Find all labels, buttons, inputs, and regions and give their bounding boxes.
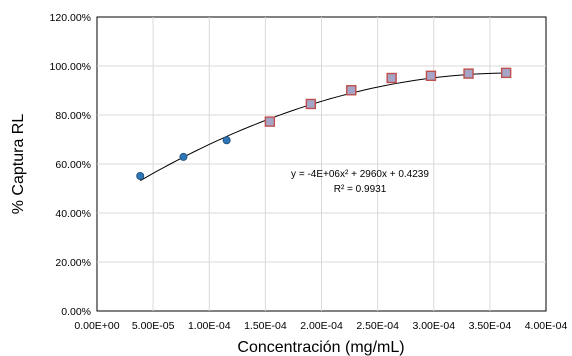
data-points xyxy=(136,67,512,181)
data-point-square xyxy=(264,116,276,127)
y-tick-label: 20.00% xyxy=(55,257,91,269)
x-tick-labels: 0.00E+00 5.00E-05 1.00E-04 1.50E-04 2.00E-04… xyxy=(74,320,567,332)
x-tick-label: 1.50E-04 xyxy=(244,320,287,332)
y-tick-label: 120.00% xyxy=(50,12,91,24)
trendline-equation: y = -4E+06x² + 2960x + 0.4239 xyxy=(291,169,429,180)
data-point-square xyxy=(425,70,437,82)
r-squared: R² = 0.9931 xyxy=(334,184,387,195)
x-tick-label: 4.00E-04 xyxy=(525,320,568,332)
horizontal-gridlines xyxy=(97,65,546,263)
data-point-square xyxy=(463,68,474,79)
x-tick-label: 1.00E-04 xyxy=(188,320,231,332)
x-tick-label: 2.50E-04 xyxy=(356,320,399,332)
y-tick-label: 0.00% xyxy=(61,306,91,318)
data-point-square xyxy=(346,85,357,96)
data-point-square xyxy=(386,72,397,84)
x-tick-label: 3.50E-04 xyxy=(469,320,512,332)
y-tick-labels: 0.00% 20.00% 40.00% 60.00% 80.00% 100.00% 120.… xyxy=(50,12,91,318)
x-axis-title: Concentración (mg/mL) xyxy=(237,339,404,356)
y-tick-label: 40.00% xyxy=(55,208,91,220)
y-axis-title: % Captura RL xyxy=(10,114,27,215)
x-tick-label: 3.00E-04 xyxy=(412,320,455,332)
x-tick-label: 2.00E-04 xyxy=(300,320,343,332)
y-tick-label: 60.00% xyxy=(55,159,91,171)
x-tick-label: 5.00E-05 xyxy=(132,320,175,332)
data-point-square xyxy=(305,98,317,110)
data-point-circle xyxy=(222,136,231,145)
data-point-square xyxy=(500,67,512,79)
y-tick-label: 80.00% xyxy=(55,110,91,122)
trendline xyxy=(139,72,507,182)
data-point-circle xyxy=(136,172,145,181)
data-point-circle xyxy=(179,152,188,161)
x-tick-label: 0.00E+00 xyxy=(74,320,119,332)
y-tick-label: 100.00% xyxy=(50,61,91,73)
